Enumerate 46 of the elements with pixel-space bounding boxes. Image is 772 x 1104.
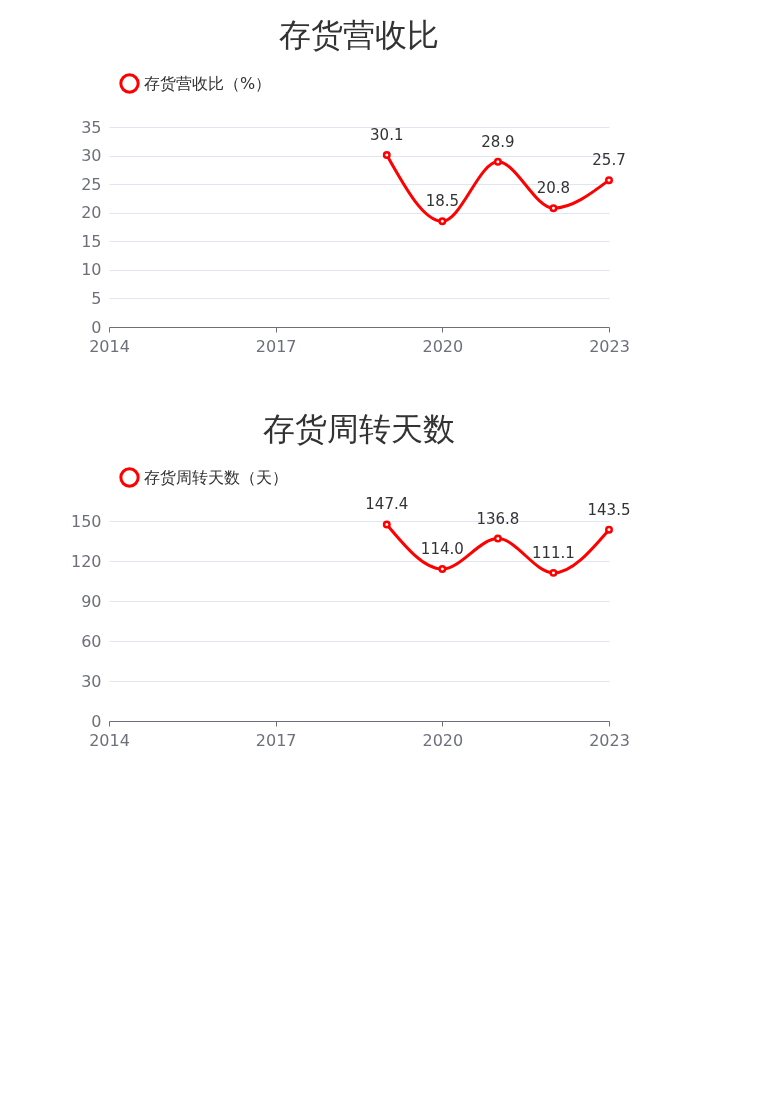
y-tick-label: 35 <box>81 117 102 137</box>
y-tick-label: 5 <box>91 288 102 308</box>
text: 111.1 <box>531 543 575 562</box>
chart-title: 存货营收比 <box>279 16 439 54</box>
x-tick-label: 2023 <box>589 336 630 356</box>
text: 114.0 <box>420 540 464 558</box>
y-tick-label: 30 <box>81 146 102 166</box>
data-label: 28.9 <box>481 132 515 151</box>
x-tick-label: 2014 <box>89 336 130 356</box>
x-tick-label: 2014 <box>89 730 130 750</box>
text: 136.8 <box>476 509 520 528</box>
y-tick-label: 60 <box>81 631 102 651</box>
x-tick-label: 2023 <box>589 730 630 750</box>
point <box>493 534 502 543</box>
x-tick-label: 2017 <box>255 336 297 356</box>
y-tick-label: 0 <box>91 317 102 337</box>
legend-label: 存货营收比（%） <box>144 73 272 93</box>
point <box>605 176 613 185</box>
y-tick-label: 120 <box>70 551 102 571</box>
y-tick-label: 90 <box>81 591 102 611</box>
point <box>549 568 558 577</box>
point <box>605 525 613 534</box>
x-tick-label: 2017 <box>255 730 297 750</box>
y-tick-label: 0 <box>91 711 102 731</box>
text: 143.5 <box>587 500 631 519</box>
text: 147.4 <box>365 495 409 514</box>
x-tick-label: 2020 <box>422 730 464 750</box>
data-label: 25.7 <box>592 151 626 170</box>
y-tick-label: 30 <box>81 671 102 691</box>
data-label: 20.8 <box>536 179 571 198</box>
point <box>382 520 391 529</box>
point <box>382 151 391 159</box>
y-tick-label: 15 <box>81 231 102 251</box>
point <box>493 157 502 166</box>
y-tick-label: 25 <box>81 174 102 194</box>
data-label: 18.5 <box>425 192 460 211</box>
y-tick-label: 20 <box>81 203 102 223</box>
x-tick-label: 2020 <box>422 336 464 356</box>
y-tick-label: 10 <box>81 260 102 280</box>
point <box>549 204 558 213</box>
point <box>438 565 447 573</box>
point <box>438 217 447 226</box>
y-tick-label: 150 <box>70 511 102 531</box>
legend-label: 存货周转天数（天） <box>144 467 288 487</box>
chart-title: 存货周转天数 <box>263 410 455 448</box>
data-label: 30.1 <box>370 126 404 144</box>
